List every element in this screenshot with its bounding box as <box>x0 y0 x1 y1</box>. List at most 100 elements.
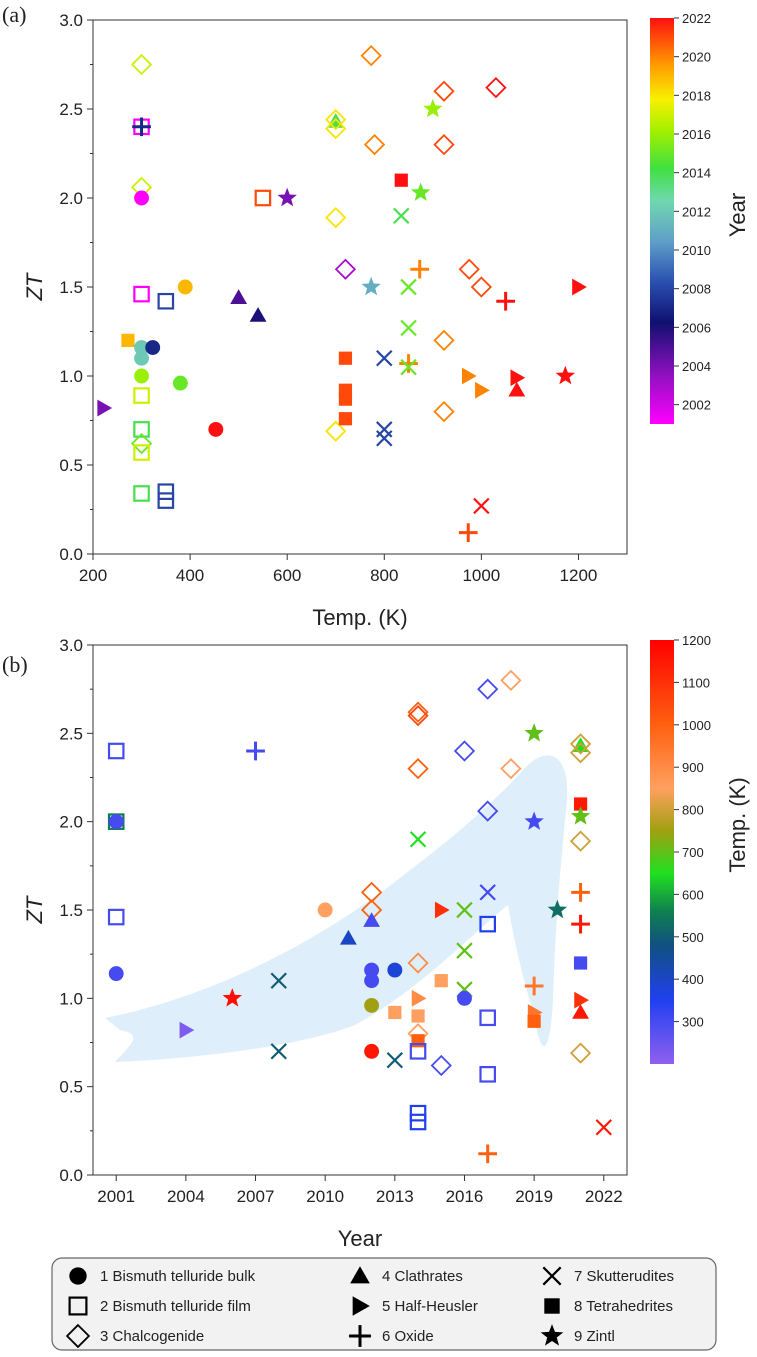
data-point <box>434 974 448 988</box>
data-point <box>338 351 353 365</box>
data-point <box>555 365 576 385</box>
data-point <box>477 800 499 822</box>
colorbar-tick-label: 1100 <box>682 675 710 690</box>
data-point <box>364 973 380 989</box>
data-point <box>475 381 490 399</box>
y-tick-label: 1.0 <box>59 367 83 386</box>
data-point <box>461 367 477 385</box>
data-point <box>479 1065 496 1083</box>
data-point <box>364 962 380 978</box>
data-point <box>133 444 150 461</box>
legend-symbol <box>540 1324 564 1346</box>
data-point <box>453 740 476 762</box>
data-point <box>573 956 588 970</box>
data-point <box>478 1144 498 1164</box>
panel-a-x-axis: 200 400 600 800 1000 1200 <box>79 554 597 585</box>
data-point <box>270 1043 287 1060</box>
x-tick-label: 2001 <box>97 1187 135 1206</box>
data-point <box>433 80 455 102</box>
data-point <box>524 723 544 742</box>
x-tick-label: 2022 <box>585 1187 623 1206</box>
colorbar-tick-label: 300 <box>682 1015 704 1030</box>
data-point <box>510 369 526 387</box>
legend-box <box>51 1257 717 1351</box>
data-point <box>157 492 175 509</box>
data-point <box>107 742 125 760</box>
colorbar-tick-label: 400 <box>682 972 704 987</box>
y-tick-label: 0.0 <box>59 1166 83 1185</box>
data-point <box>485 77 507 99</box>
data-point <box>254 189 272 207</box>
panel-b-points <box>107 669 613 1164</box>
data-point <box>423 98 443 118</box>
data-point <box>363 133 386 156</box>
panel-a-colorbar <box>650 18 674 424</box>
legend-symbol <box>350 1266 370 1284</box>
data-point <box>107 908 125 926</box>
data-point <box>573 797 588 811</box>
colorbar-tick-label: 2016 <box>682 127 711 142</box>
data-point <box>458 258 480 280</box>
data-point <box>409 1104 427 1122</box>
data-point <box>457 990 472 1006</box>
data-point <box>325 206 347 229</box>
panel-b-x-axis: 2001 2004 2007 2010 2013 2016 2019 2022 <box>97 1175 623 1206</box>
colorbar-tick-label: 2012 <box>682 204 711 219</box>
legend-label: 5 Half-Heusler <box>382 1298 478 1315</box>
data-point <box>411 989 427 1007</box>
data-point <box>121 333 135 347</box>
data-point <box>524 811 544 830</box>
data-point <box>361 276 381 296</box>
colorbar-tick-label: 1200 <box>682 633 711 648</box>
data-point <box>364 997 380 1013</box>
data-point <box>595 1119 613 1136</box>
data-point <box>409 831 427 848</box>
colorbar-tick-label: 2010 <box>682 243 711 258</box>
x-tick-label: 2019 <box>515 1187 553 1206</box>
data-point <box>547 899 568 919</box>
panel-b-x-axis-title: Year <box>338 1226 382 1251</box>
panel-a-x-axis-title: Temp. (K) <box>312 605 407 630</box>
data-point <box>473 497 490 515</box>
legend-symbol <box>542 1266 562 1286</box>
panel-b-y-axis: 0.0 0.5 1.0 1.5 2.0 2.5 3.0 <box>59 636 93 1185</box>
data-point <box>479 884 496 901</box>
panel-a-y-axis-title: ZT <box>22 272 47 301</box>
panel-a: (a) 0.0 0.5 1.0 1.5 2.0 2.5 3.0 200 400 600 800 10… <box>2 2 750 630</box>
data-point <box>411 1009 425 1023</box>
data-point <box>130 433 153 455</box>
data-point <box>508 381 526 397</box>
data-point <box>456 901 473 919</box>
data-point <box>407 705 429 727</box>
data-point <box>108 966 124 982</box>
y-tick-label: 0.5 <box>59 1078 83 1097</box>
data-point <box>407 952 429 974</box>
data-point <box>524 976 544 996</box>
data-point <box>133 285 150 303</box>
colorbar-tick-label: 2004 <box>682 359 711 374</box>
legend-label: 7 Skutterudites <box>574 1268 674 1285</box>
legend-label: 8 Tetrahedrites <box>574 1298 673 1315</box>
panel-a-colorbar-ticks: 2002 2004 2006 2008 2010 2012 2014 2016 2018 2020… <box>674 11 711 413</box>
data-point <box>130 53 153 76</box>
data-point <box>572 278 587 296</box>
data-point <box>394 173 408 187</box>
data-point <box>571 914 590 934</box>
legend-label: 6 Oxide <box>382 1328 434 1345</box>
data-point <box>179 1021 195 1039</box>
x-tick-label: 2004 <box>167 1187 205 1206</box>
data-point <box>376 430 393 447</box>
x-tick-label: 1000 <box>462 566 500 585</box>
data-point <box>325 117 347 140</box>
data-point <box>222 988 243 1007</box>
data-point <box>145 340 161 355</box>
panel-b-colorbar-title: Temp. (K) <box>725 777 750 872</box>
x-tick-label: 400 <box>176 566 204 585</box>
data-point <box>527 1014 541 1028</box>
data-point <box>157 292 175 310</box>
data-point <box>277 187 297 207</box>
panel-a-plot-frame <box>92 19 628 555</box>
data-point <box>569 1042 592 1064</box>
x-tick-label: 2013 <box>376 1187 414 1206</box>
data-point <box>572 1004 589 1019</box>
